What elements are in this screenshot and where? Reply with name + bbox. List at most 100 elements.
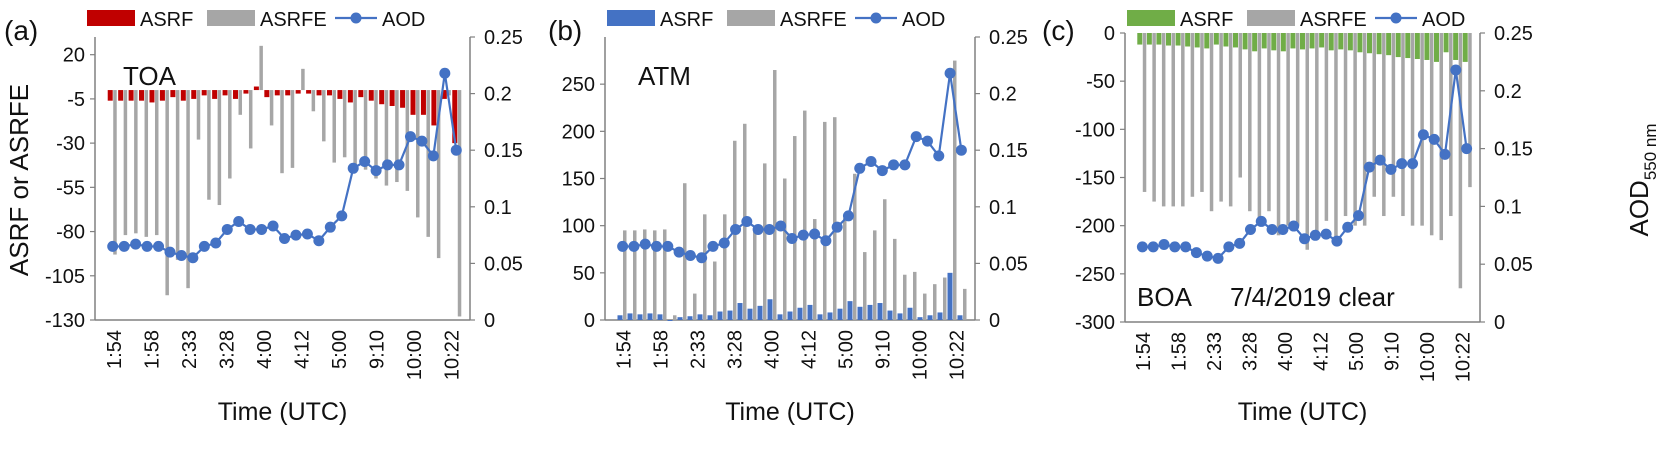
asrf-bar <box>787 311 793 320</box>
x-tick-label: 10:00 <box>404 330 426 380</box>
asrfe-bar <box>1276 33 1281 236</box>
asrfe-bar <box>1458 33 1463 289</box>
y-tick-label: 250 <box>562 74 595 96</box>
x-tick-label: 1:54 <box>614 330 636 369</box>
asrf-bar <box>797 307 803 320</box>
aod-marker <box>221 223 233 235</box>
asrf-bar <box>877 303 883 320</box>
legend-marker-aod <box>350 12 362 24</box>
legend-label-asrfe: ASRFE <box>260 9 327 31</box>
asrf-bar <box>747 308 753 320</box>
aod-marker <box>164 246 176 258</box>
asrfe-bar <box>693 293 697 320</box>
asrfe-bar <box>353 90 357 172</box>
asrfe-bar <box>1382 33 1386 217</box>
asrf-bar <box>937 312 943 320</box>
asrfe-bar <box>301 68 305 91</box>
asrf-bar <box>410 90 416 115</box>
legend-label-asrf: ASRF <box>660 9 713 31</box>
asrfe-bar <box>1449 33 1453 217</box>
aod-marker <box>809 228 821 240</box>
asrfe-bar <box>913 271 917 320</box>
asrfe-bar <box>883 199 887 320</box>
y-tick-label: 0 <box>1104 23 1115 45</box>
aod-marker <box>1363 161 1375 173</box>
asrf-bar <box>627 313 633 320</box>
aod-marker <box>198 240 210 252</box>
asrf-bar <box>1309 33 1315 49</box>
asrf-bar <box>927 315 933 320</box>
panel-label: (c) <box>1042 15 1075 46</box>
aod-marker <box>1396 158 1408 170</box>
x-axis-title: Time (UTC) <box>1238 398 1368 426</box>
asrf-bar <box>867 304 873 320</box>
region-label: TOA <box>123 61 177 91</box>
asrf-bar <box>316 90 322 96</box>
asrfe-bar <box>873 230 877 320</box>
aod-marker <box>1255 215 1267 227</box>
aod-marker <box>1158 239 1170 251</box>
asrf-bar <box>617 315 623 320</box>
asrf-bar <box>777 314 783 320</box>
legend-label-aod: AOD <box>902 9 945 31</box>
y2-tick-label: 0.1 <box>1494 196 1522 218</box>
asrfe-bar <box>1353 33 1357 226</box>
asrf-bar <box>1213 33 1219 45</box>
y-tick-label: -200 <box>1075 216 1115 238</box>
x-tick-label: 3:28 <box>1239 332 1261 371</box>
asrfe-bar <box>1267 33 1271 212</box>
y2-tick-label: 0.2 <box>989 84 1017 106</box>
aod-marker <box>786 232 798 244</box>
asrfe-bar <box>1420 33 1424 226</box>
asrfe-bar <box>923 293 927 320</box>
y2-tick-label: 0 <box>484 310 495 332</box>
chart-panel-2: 250 200 150 100 50 0 0.25 0.2 0.15 0.1 0.05 0 1:54 1:… <box>548 9 1028 426</box>
asrfe-bar <box>311 90 316 112</box>
asrfe-bar <box>1286 33 1290 226</box>
asrfe-bar <box>1343 33 1348 217</box>
aod-marker <box>639 238 651 250</box>
asrf-bar <box>347 90 353 103</box>
x-tick-label: 10:22 <box>441 330 463 380</box>
asrfe-bar <box>259 45 263 91</box>
asrfe-bar <box>290 90 295 168</box>
x-tick-label: 1:54 <box>104 330 126 369</box>
asrf-bar <box>677 317 683 320</box>
asrfe-bar <box>1315 33 1319 236</box>
aod-marker <box>718 237 730 249</box>
x-tick-label: 3:28 <box>725 330 747 369</box>
asrf-bar <box>389 90 395 106</box>
asrfe-bar <box>893 238 897 320</box>
asrf-bar <box>957 315 963 320</box>
aod-marker <box>1353 210 1365 222</box>
asrfe-bar <box>238 90 243 115</box>
asrf-bar <box>707 315 713 320</box>
y2-tick-label: 0 <box>1494 312 1505 334</box>
y2-axis-title-main: AOD <box>1624 180 1654 236</box>
asrfe-bar <box>1468 33 1472 188</box>
x-tick-label: 4:00 <box>1275 332 1297 371</box>
asrf-bar <box>326 90 332 96</box>
aod-marker <box>831 221 843 233</box>
panel-label: (a) <box>4 15 38 46</box>
asrfe-bar <box>903 274 907 320</box>
x-tick-label: 10:00 <box>1417 332 1439 382</box>
asrfe-bar <box>1295 33 1300 226</box>
aod-marker <box>1450 64 1462 76</box>
legend-label-asrf: ASRF <box>1180 9 1233 31</box>
aod-marker <box>313 235 325 247</box>
asrf-bar <box>1233 33 1238 48</box>
asrf-bar <box>827 312 833 320</box>
aod-marker <box>944 67 956 79</box>
aod-marker <box>707 240 719 252</box>
asrf-bar <box>1280 33 1286 52</box>
x-tick-label: 5:00 <box>836 330 858 369</box>
aod-marker <box>730 223 742 235</box>
asrf-bar <box>1271 33 1277 51</box>
x-tick-label: 10:22 <box>947 330 969 380</box>
asrfe-bar <box>1238 33 1242 178</box>
y-tick-label: -250 <box>1075 264 1115 286</box>
asrf-bar <box>285 90 291 96</box>
asrf-bar <box>717 311 723 320</box>
aod-marker <box>1417 129 1429 141</box>
